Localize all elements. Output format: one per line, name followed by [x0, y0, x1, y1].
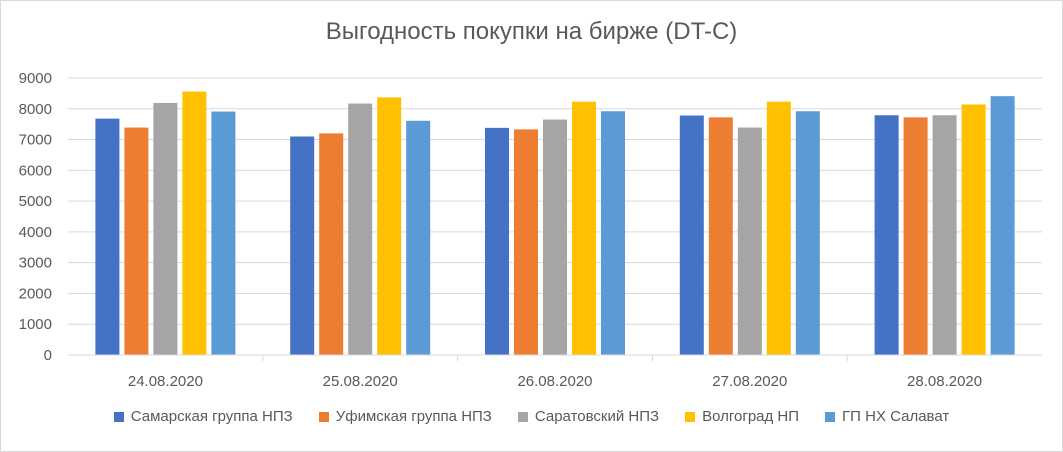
bar — [95, 118, 120, 355]
legend-item: ГП НХ Салават — [825, 408, 949, 425]
legend-label: Уфимская группа НПЗ — [335, 408, 492, 425]
bar — [766, 101, 791, 356]
y-tick-label: 0 — [44, 347, 52, 364]
legend-swatch — [318, 411, 329, 422]
bar — [514, 129, 538, 355]
bars — [95, 91, 1015, 356]
bar — [348, 103, 373, 355]
bar — [903, 117, 928, 355]
bar — [153, 102, 178, 356]
x-tick-label: 24.08.2020 — [128, 373, 203, 390]
y-tick-label: 7000 — [19, 132, 52, 149]
bar — [961, 104, 986, 355]
y-tick-label: 6000 — [19, 162, 52, 179]
x-tick-label: 27.08.2020 — [712, 373, 787, 390]
y-tick-label: 5000 — [19, 193, 52, 210]
y-axis-ticks: 0 1000 2000 3000 4000 5000 6000 7000 8000 9000 — [19, 70, 52, 364]
bar — [572, 101, 596, 356]
x-tick-label: 28.08.2020 — [907, 373, 982, 390]
y-tick-label: 3000 — [19, 255, 52, 272]
y-tick-label: 8000 — [19, 101, 52, 118]
legend-label: Саратовский НПЗ — [534, 408, 660, 425]
bar — [795, 111, 820, 356]
bar — [679, 115, 704, 355]
legend-swatch — [113, 411, 124, 422]
bar — [319, 133, 344, 355]
y-tick-label: 2000 — [19, 285, 52, 302]
bar — [543, 119, 567, 355]
legend-label: ГП НХ Салават — [842, 408, 950, 425]
bar — [990, 96, 1015, 356]
legend-item: Волгоград НП — [685, 408, 799, 425]
bar — [290, 136, 315, 355]
bar — [211, 111, 236, 355]
x-tick-label: 26.08.2020 — [517, 373, 592, 390]
y-tick-label: 9000 — [19, 70, 52, 87]
legend-item: Самарская группа НПЗ — [113, 408, 293, 425]
legend-label: Самарская группа НПЗ — [130, 408, 293, 425]
y-tick-label: 1000 — [19, 316, 52, 333]
bar — [124, 127, 149, 356]
bar — [708, 117, 733, 355]
legend-swatch — [825, 411, 836, 422]
bar — [737, 127, 762, 356]
legend: Самарская группа НПЗ Уфимская группа НПЗ С… — [0, 408, 1063, 425]
bar — [485, 127, 509, 355]
legend-item: Саратовский НПЗ — [517, 408, 660, 425]
bar — [932, 115, 957, 355]
legend-item: Уфимская группа НПЗ — [318, 408, 492, 425]
bar — [182, 91, 207, 355]
bar — [601, 111, 625, 356]
bar — [406, 120, 431, 355]
bar — [874, 115, 899, 355]
legend-swatch — [685, 411, 696, 422]
bar — [377, 97, 402, 355]
x-axis — [68, 354, 1042, 361]
legend-swatch — [517, 411, 528, 422]
x-axis-ticks: 24.08.2020 25.08.2020 26.08.2020 27.08.2020… — [128, 373, 982, 390]
x-tick-label: 25.08.2020 — [323, 373, 398, 390]
chart-title: Выгодность покупки на бирже (DT-C) — [325, 18, 738, 45]
y-tick-label: 4000 — [19, 224, 52, 241]
legend-label: Волгоград НП — [702, 408, 800, 425]
